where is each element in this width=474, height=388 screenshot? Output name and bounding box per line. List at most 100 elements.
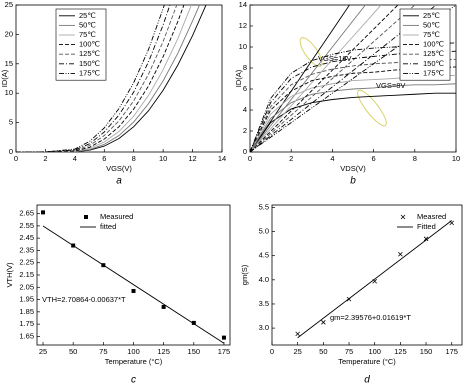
x-axis-label: Temperature (°C) bbox=[338, 357, 396, 366]
x-tick-label: 10 bbox=[159, 154, 167, 163]
curve bbox=[250, 50, 456, 152]
y-tick-label: 14 bbox=[239, 0, 247, 9]
legend-frame bbox=[399, 8, 451, 81]
y-tick-label: 15 bbox=[5, 59, 13, 68]
curve bbox=[250, 5, 437, 152]
y-tick-label: 2.05 bbox=[19, 282, 34, 291]
marker bbox=[221, 335, 226, 340]
x-axis-label: Temperature (°C) bbox=[105, 357, 163, 366]
y-tick-label: 5 bbox=[9, 118, 13, 127]
legend-label: 50℃ bbox=[79, 20, 96, 29]
curve bbox=[250, 83, 456, 152]
curve bbox=[250, 5, 399, 152]
y-tick-label: 3.0 bbox=[259, 323, 269, 332]
x-tick-label: 10 bbox=[452, 154, 460, 163]
highlight-ellipse bbox=[357, 89, 387, 127]
curve bbox=[16, 5, 171, 152]
y-tick-label: 6 bbox=[243, 84, 247, 93]
annotation: VGS=8V bbox=[376, 81, 405, 90]
x-tick-label: 12 bbox=[188, 154, 196, 163]
legend-label: 50℃ bbox=[423, 20, 440, 29]
legend-label: 125℃ bbox=[79, 49, 101, 58]
marker bbox=[131, 288, 136, 293]
x-tick-label: 8 bbox=[132, 154, 136, 163]
y-tick-label: 20 bbox=[5, 29, 13, 38]
legend-label: Fitted bbox=[417, 222, 436, 231]
y-tick-label: 12 bbox=[239, 21, 247, 30]
legend-label: 100℃ bbox=[79, 40, 101, 49]
x-tick-label: 50 bbox=[69, 347, 77, 356]
y-tick-label: 2.25 bbox=[19, 258, 34, 267]
x-tick-label: 75 bbox=[345, 347, 353, 356]
equation: VTH=2.70864-0.00637*T bbox=[42, 295, 126, 304]
curve bbox=[250, 5, 382, 152]
x-tick-label: 0 bbox=[270, 347, 274, 356]
x-tick-label: 25 bbox=[294, 347, 302, 356]
y-tick-label: 4.0 bbox=[259, 275, 269, 284]
panel-label: c bbox=[131, 375, 136, 386]
x-tick-label: 100 bbox=[368, 347, 381, 356]
x-tick-label: 150 bbox=[188, 347, 201, 356]
x-tick-label: 175 bbox=[445, 347, 458, 356]
fit-line bbox=[297, 220, 453, 339]
y-tick-label: 2.15 bbox=[19, 270, 34, 279]
x-tick-label: 75 bbox=[99, 347, 107, 356]
legend-label: 25℃ bbox=[79, 11, 96, 20]
y-tick-label: 10 bbox=[5, 88, 13, 97]
y-axis-label: ID(A) bbox=[234, 69, 243, 87]
panel-label: a bbox=[116, 176, 122, 187]
y-tick-label: 4 bbox=[243, 105, 247, 114]
y-axis-label: ID(A) bbox=[0, 69, 9, 87]
marker bbox=[423, 236, 429, 242]
legend-label: 150℃ bbox=[79, 59, 101, 68]
marker bbox=[191, 320, 196, 325]
y-tick-label: 0 bbox=[243, 147, 247, 156]
x-tick-label: 125 bbox=[157, 347, 170, 356]
plot-frame bbox=[249, 4, 457, 153]
x-axis-label: VGS(V) bbox=[106, 164, 132, 173]
x-tick-label: 125 bbox=[394, 347, 407, 356]
curve bbox=[250, 66, 456, 152]
legend-marker bbox=[84, 215, 88, 219]
y-tick-label: 1.65 bbox=[19, 331, 34, 340]
equation: gm=2.39576+0.01619*T bbox=[330, 313, 411, 322]
legend-label: Measured bbox=[100, 212, 133, 221]
plot-frame bbox=[271, 204, 463, 346]
legend-label: 175℃ bbox=[79, 68, 101, 77]
y-tick-label: 5.0 bbox=[259, 227, 269, 236]
legend-label: 150℃ bbox=[423, 59, 445, 68]
x-tick-label: 4 bbox=[73, 154, 77, 163]
x-tick-label: 6 bbox=[102, 154, 106, 163]
y-tick-label: 25 bbox=[5, 0, 13, 9]
x-tick-label: 6 bbox=[372, 154, 376, 163]
y-tick-label: 2.45 bbox=[19, 233, 34, 242]
marker bbox=[321, 320, 326, 325]
legend-label: Measred bbox=[417, 212, 446, 221]
x-tick-label: 100 bbox=[127, 347, 140, 356]
marker bbox=[398, 251, 403, 257]
y-tick-label: 1.75 bbox=[19, 319, 34, 328]
curve bbox=[250, 5, 350, 152]
x-tick-label: 50 bbox=[319, 347, 327, 356]
marker bbox=[161, 304, 166, 309]
legend-label: 75℃ bbox=[79, 30, 96, 39]
x-axis-label: VDS(V) bbox=[340, 164, 366, 173]
panel-label: b bbox=[350, 176, 356, 187]
marker bbox=[41, 210, 46, 215]
y-tick-label: 2 bbox=[243, 126, 247, 135]
annotation: VGS=16V bbox=[318, 54, 352, 63]
x-tick-label: 0 bbox=[14, 154, 18, 163]
legend-label: 75℃ bbox=[423, 30, 440, 39]
x-tick-label: 2 bbox=[289, 154, 293, 163]
x-tick-label: 25 bbox=[39, 347, 47, 356]
legend-marker bbox=[400, 214, 406, 220]
panel-label: d bbox=[364, 375, 370, 386]
x-tick-label: 150 bbox=[420, 347, 433, 356]
x-tick-label: 14 bbox=[218, 154, 226, 163]
legend-label: 125℃ bbox=[423, 49, 445, 58]
y-tick-label: 1.85 bbox=[19, 307, 34, 316]
y-tick-label: 5.5 bbox=[259, 202, 269, 211]
fit-line bbox=[42, 225, 225, 344]
curve bbox=[250, 5, 366, 152]
